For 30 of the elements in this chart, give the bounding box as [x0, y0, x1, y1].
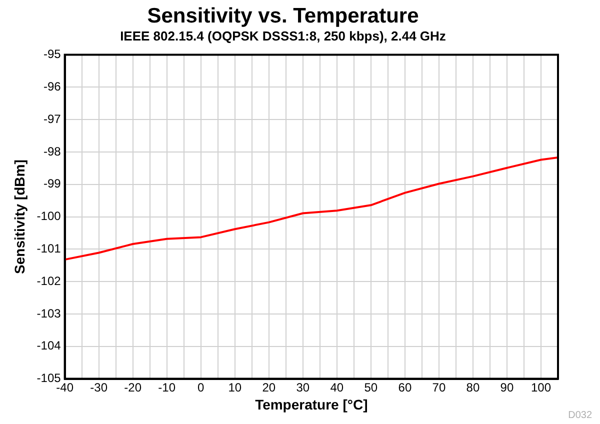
- x-tick-label: 90: [500, 380, 514, 394]
- y-tick-label: -105: [36, 371, 62, 386]
- x-tick-label: -20: [124, 380, 142, 394]
- x-tick-label: 20: [262, 380, 276, 394]
- y-tick-label: -101: [36, 242, 62, 256]
- y-tick-label: -103: [36, 306, 62, 320]
- y-tick-label: -102: [36, 274, 62, 288]
- y-tick-label: -96: [43, 80, 62, 94]
- x-tick-label: 30: [296, 380, 310, 394]
- y-tick-label: -95: [43, 47, 62, 62]
- x-tick-label: 50: [364, 380, 378, 394]
- y-tick-label: -99: [43, 176, 62, 191]
- chart-title: Sensitivity vs. Temperature: [147, 4, 419, 28]
- y-tick-label: -98: [43, 144, 62, 158]
- y-axis-title: Sensitivity [dBm]: [11, 160, 28, 274]
- y-tick-label: -100: [36, 209, 62, 224]
- y-tick-label: -104: [36, 338, 62, 353]
- x-tick-label: 0: [198, 380, 205, 394]
- x-tick-label: 40: [330, 380, 344, 394]
- x-tick-label: 100: [530, 380, 552, 394]
- text: D032: [568, 410, 592, 421]
- x-tick-label: 10: [228, 380, 242, 394]
- x-axis-title: Temperature [°C]: [255, 396, 368, 412]
- x-tick-label: 80: [466, 380, 480, 394]
- x-tick-label: 60: [398, 380, 412, 394]
- chart-subtitle: IEEE 802.15.4 (OQPSK DSSS1:8, 250 kbps), 2.44 GHz: [120, 28, 446, 44]
- y-tick-label: -97: [43, 112, 62, 126]
- x-tick-label: -30: [90, 380, 108, 394]
- x-tick-label: 70: [432, 380, 446, 394]
- x-tick-label: -10: [158, 380, 176, 394]
